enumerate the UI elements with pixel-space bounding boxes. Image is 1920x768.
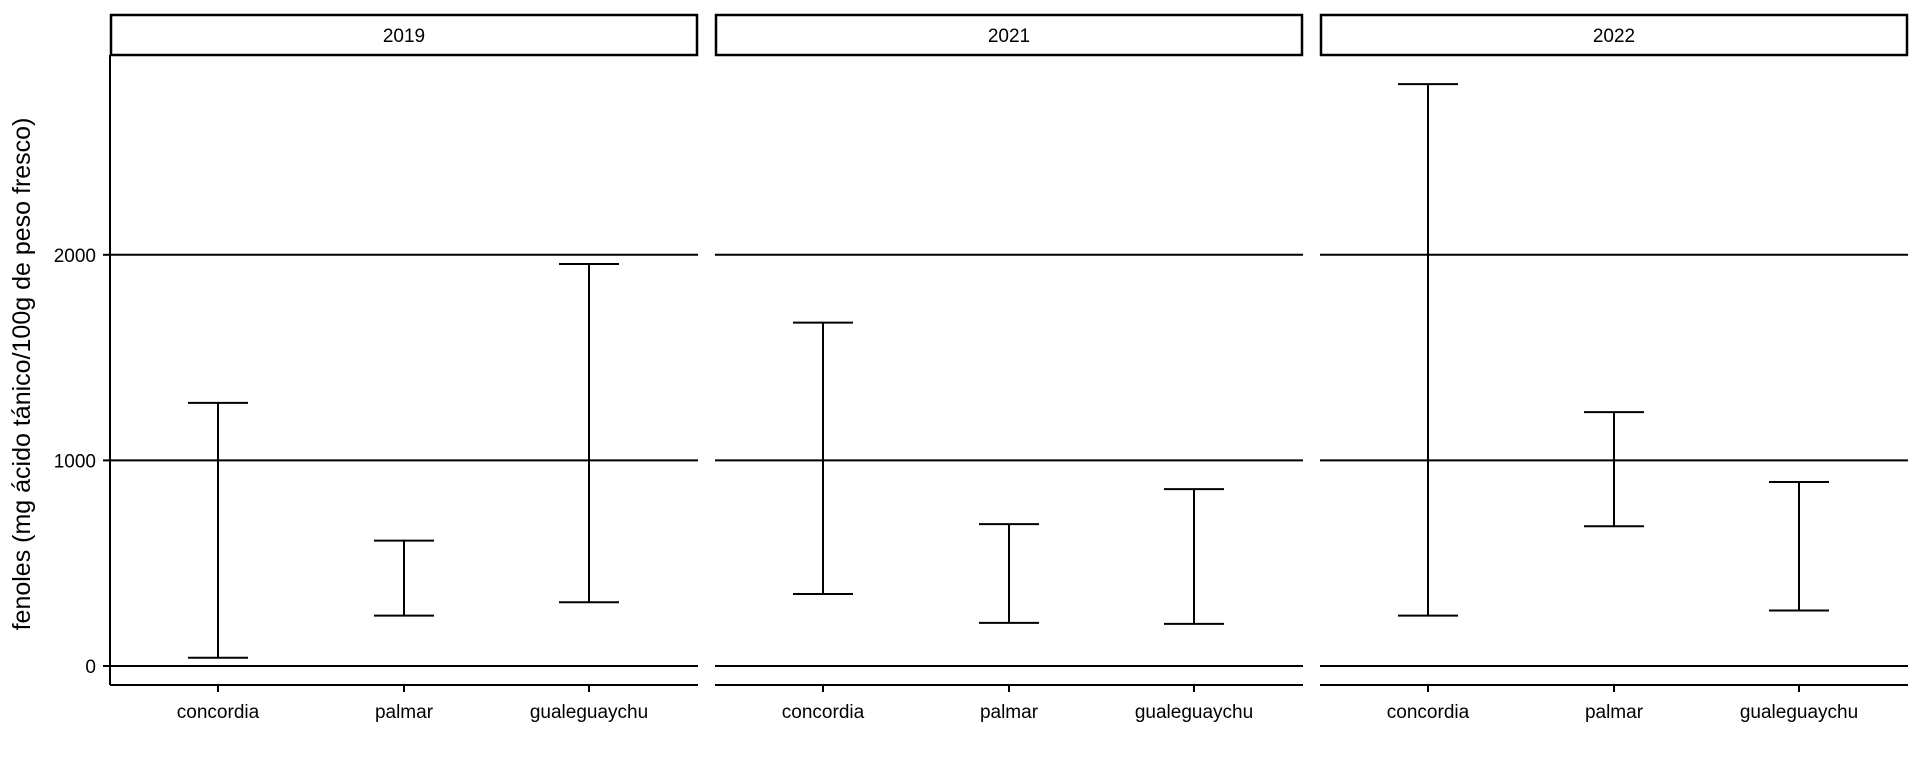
- errorbar-concordia: [793, 321, 853, 596]
- y-tick-label: 1000: [54, 451, 96, 472]
- panel-2021: 2021 concordia palmar gualeguaychu: [714, 13, 1304, 723]
- panel-strip: [1319, 13, 1909, 57]
- panel-2022: 2022 concordia palmar gualeguaychu: [1319, 13, 1909, 723]
- x-tick-label: gualeguaychu: [1740, 702, 1858, 723]
- errorbar-gualeguaychu: [559, 263, 619, 604]
- x-tick-label: palmar: [375, 702, 434, 723]
- panel-strip: [109, 13, 699, 57]
- panel-title: 2022: [1593, 26, 1635, 47]
- errorbar-gualeguaychu: [1164, 488, 1224, 625]
- errorbar-palmar: [374, 539, 434, 617]
- x-tick-label: concordia: [177, 702, 260, 723]
- x-tick-label: palmar: [1585, 702, 1644, 723]
- errorbar-palmar: [1584, 411, 1644, 528]
- errorbar-concordia: [1398, 83, 1458, 617]
- panel-title: 2021: [988, 26, 1030, 47]
- x-tick-label: concordia: [782, 702, 865, 723]
- panel-strip: [714, 13, 1304, 57]
- errorbar-palmar: [979, 523, 1039, 624]
- y-axis-title: fenoles (mg ácido tánico/100g de peso fr…: [8, 118, 36, 631]
- x-tick-label: palmar: [980, 702, 1039, 723]
- x-tick-label: concordia: [1387, 702, 1470, 723]
- y-tick-label: 0: [85, 657, 96, 678]
- errorbar-gualeguaychu: [1769, 480, 1829, 612]
- x-tick-label: gualeguaychu: [1135, 702, 1253, 723]
- panel-title: 2019: [383, 26, 425, 47]
- y-axis: 0 1000 2000: [54, 55, 111, 685]
- errorbar-concordia: [188, 401, 248, 659]
- panel-2019: 2019 concordia palmar gualeguaychu: [109, 13, 699, 723]
- x-tick-label: gualeguaychu: [530, 702, 648, 723]
- y-tick-label: 2000: [54, 246, 96, 267]
- facet-panels: 2019 concordia palmar gualeguaychu 2021 conco…: [109, 13, 1909, 723]
